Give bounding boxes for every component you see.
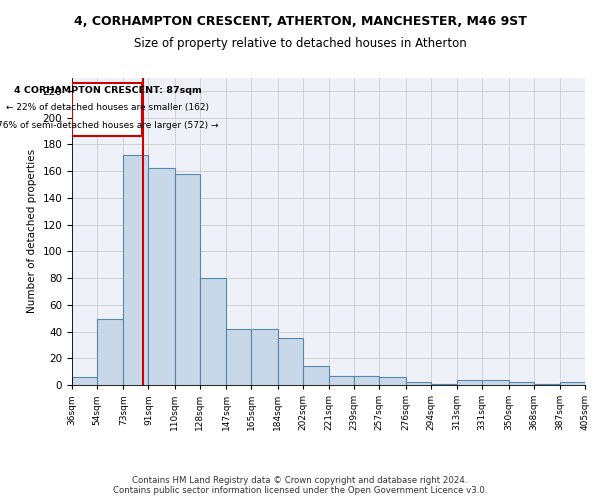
Bar (329, 376, 354, 385)
Bar (124, 155, 148, 385)
Bar (354, 376, 379, 385)
Text: Contains HM Land Registry data © Crown copyright and database right 2024.
Contai: Contains HM Land Registry data © Crown c… (113, 476, 487, 495)
Text: 4 CORHAMPTON CRESCENT: 87sqm: 4 CORHAMPTON CRESCENT: 87sqm (14, 86, 202, 94)
Bar (226, 329, 251, 385)
Bar (148, 168, 175, 385)
Bar (482, 380, 509, 385)
Bar (533, 384, 560, 385)
Bar (97, 320, 124, 385)
Y-axis label: Number of detached properties: Number of detached properties (27, 149, 37, 314)
Bar (303, 366, 329, 385)
Bar (278, 338, 303, 385)
FancyBboxPatch shape (73, 83, 142, 136)
Bar (251, 329, 278, 385)
Bar (379, 377, 406, 385)
Bar (509, 382, 533, 385)
Bar (431, 384, 457, 385)
Text: Size of property relative to detached houses in Atherton: Size of property relative to detached ho… (134, 38, 466, 51)
Text: 76% of semi-detached houses are larger (572) →: 76% of semi-detached houses are larger (… (0, 121, 218, 130)
Bar (457, 380, 482, 385)
Bar (560, 382, 585, 385)
Bar (200, 278, 226, 385)
Text: 4, CORHAMPTON CRESCENT, ATHERTON, MANCHESTER, M46 9ST: 4, CORHAMPTON CRESCENT, ATHERTON, MANCHE… (74, 15, 526, 28)
Bar (175, 174, 200, 385)
Text: ← 22% of detached houses are smaller (162): ← 22% of detached houses are smaller (16… (6, 104, 209, 112)
Bar (406, 382, 431, 385)
Bar (72, 377, 97, 385)
